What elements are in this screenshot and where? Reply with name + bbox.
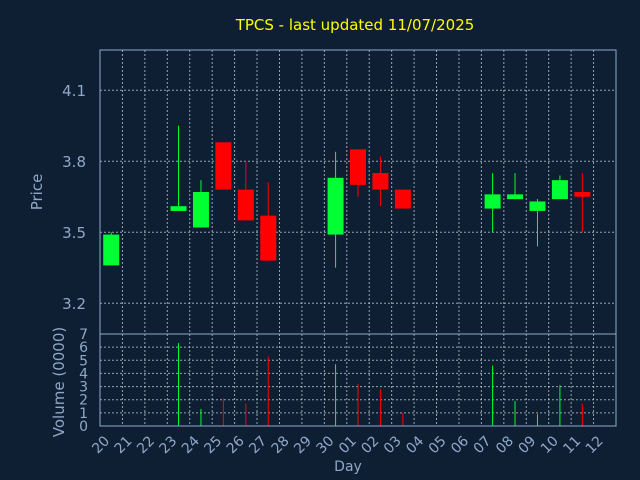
volume-tick-label: 7	[79, 327, 88, 343]
x-tick-label: 24	[179, 433, 203, 457]
price-tick-label: 3.5	[62, 224, 86, 242]
x-tick-label: 07	[471, 433, 495, 457]
volume-tick-label: 3	[79, 380, 88, 396]
price-tick-label: 4.1	[62, 82, 86, 100]
candle-body	[484, 194, 501, 209]
price-tick-label: 3.8	[62, 153, 86, 171]
volume-tick-label: 6	[79, 340, 88, 356]
x-tick-label: 26	[224, 433, 248, 457]
volume-axis-label: Volume (0000)	[50, 327, 68, 437]
chart-title: TPCS - last updated 11/07/2025	[235, 16, 475, 34]
volume-panel-frame	[99, 333, 617, 427]
candle-body	[215, 142, 232, 190]
x-tick-label: 10	[538, 433, 562, 457]
volume-tick-label: 5	[79, 353, 88, 369]
candle-body	[192, 192, 209, 228]
x-tick-label: 01	[336, 433, 360, 457]
x-tick-label: 06	[448, 433, 472, 457]
candle-body	[327, 177, 344, 235]
candle-body	[350, 149, 366, 185]
x-tick-label: 30	[314, 433, 338, 457]
candle-body	[529, 201, 546, 211]
volume-tick-label: 4	[79, 366, 88, 382]
x-tick-label: 11	[560, 433, 584, 457]
candle-body	[574, 192, 591, 197]
x-tick-label: 04	[403, 433, 427, 457]
x-axis: 2021222324252627282930010203040506070809…	[89, 433, 606, 457]
x-tick-label: 28	[269, 433, 293, 457]
x-tick-label: 03	[381, 433, 405, 457]
x-tick-label: 27	[246, 433, 270, 457]
x-tick-label: 12	[583, 433, 607, 457]
volume-tick-label: 0	[79, 419, 88, 435]
volume-tick-label: 1	[79, 406, 88, 422]
x-tick-label: 09	[515, 433, 539, 457]
x-tick-label: 08	[493, 433, 517, 457]
price-tick-label: 3.2	[62, 295, 86, 313]
candle-body	[170, 206, 187, 211]
x-tick-label: 23	[157, 433, 181, 457]
candle-body	[394, 189, 411, 209]
x-tick-label: 22	[134, 433, 158, 457]
x-tick-label: 20	[89, 433, 113, 457]
candle-body	[103, 234, 120, 266]
price-panel: 3.2 3.5 3.8 4.1	[62, 49, 617, 335]
x-tick-label: 29	[291, 433, 315, 457]
x-tick-label: 25	[201, 433, 225, 457]
candle-body	[372, 173, 389, 190]
candle-body	[551, 180, 568, 200]
x-axis-label: Day	[334, 459, 362, 475]
x-tick-label: 05	[426, 433, 450, 457]
candle-body	[507, 194, 524, 200]
candle-body	[237, 189, 254, 221]
price-axis-label: Price	[28, 174, 46, 211]
x-tick-label: 02	[358, 433, 382, 457]
volume-tick-label: 2	[79, 393, 88, 409]
candle-body	[260, 215, 277, 261]
x-tick-label: 21	[112, 433, 136, 457]
